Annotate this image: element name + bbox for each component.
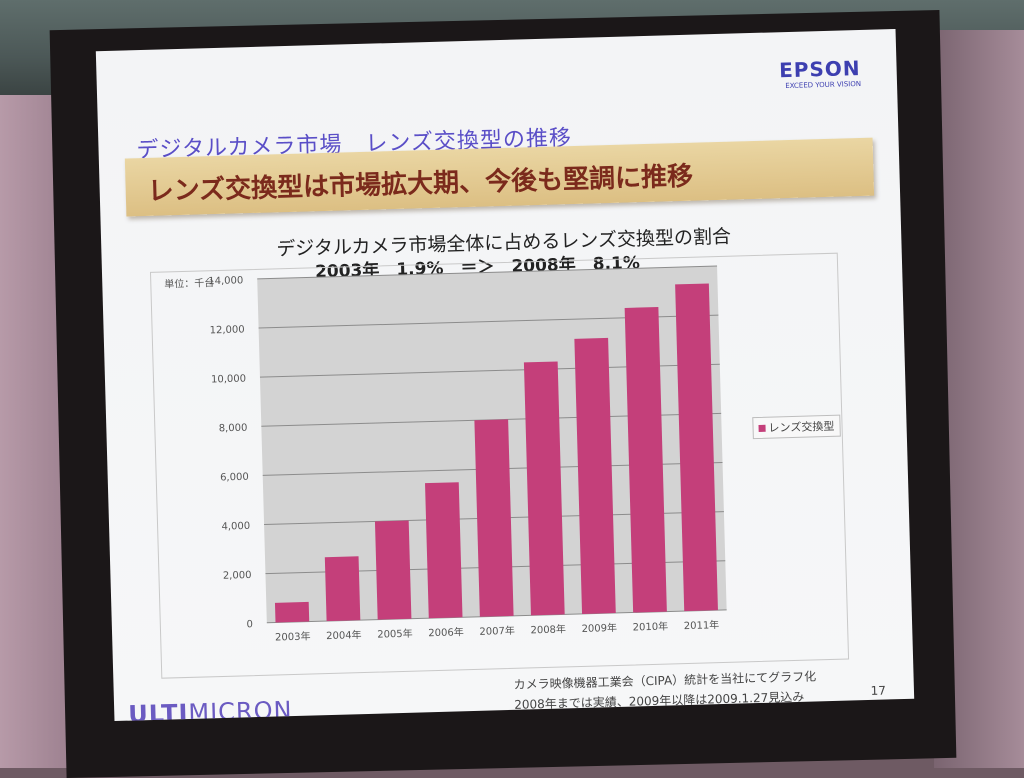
bar	[324, 556, 361, 622]
bar	[624, 307, 667, 613]
bar	[574, 337, 616, 614]
bar	[474, 419, 514, 617]
y-tick-label: 2,000	[223, 570, 252, 582]
bar	[374, 520, 412, 620]
legend-swatch	[758, 424, 766, 432]
y-tick-label: 12,000	[209, 324, 244, 336]
x-tick-label: 2003年	[275, 630, 311, 644]
y-tick-label: 4,000	[221, 521, 250, 533]
gridline	[257, 265, 718, 280]
y-tick-label: 8,000	[219, 423, 248, 435]
y-tick-label: 10,000	[211, 374, 246, 386]
x-tick-label: 2004年	[326, 628, 362, 642]
slide: EPSON EXCEED YOUR VISION デジタルカメラ市場 レンズ交換…	[95, 28, 915, 722]
legend-label: レンズ交換型	[768, 419, 835, 435]
y-tick-label: 0	[246, 619, 253, 630]
chart-legend: レンズ交換型	[752, 414, 841, 440]
x-tick-label: 2007年	[479, 624, 515, 638]
x-tick-label: 2011年	[684, 618, 720, 632]
x-tick-label: 2010年	[633, 620, 669, 634]
bar	[523, 361, 565, 616]
x-tick-label: 2005年	[377, 627, 413, 641]
y-tick-label: 6,000	[220, 472, 249, 484]
y-tick-label: 14,000	[208, 275, 243, 287]
bar	[274, 601, 310, 623]
page-number: 17	[870, 683, 887, 698]
x-tick-label: 2008年	[530, 622, 566, 636]
bar	[425, 482, 463, 619]
ultimicron-logo-bold: ULTI	[127, 698, 189, 722]
x-tick-label: 2006年	[428, 625, 464, 639]
x-tick-label: 2009年	[581, 621, 617, 635]
bar	[675, 283, 718, 612]
bar-chart: 0 2,000 4,000 6,000 8,000 10,000 12,000 14,000 2…	[208, 265, 727, 644]
